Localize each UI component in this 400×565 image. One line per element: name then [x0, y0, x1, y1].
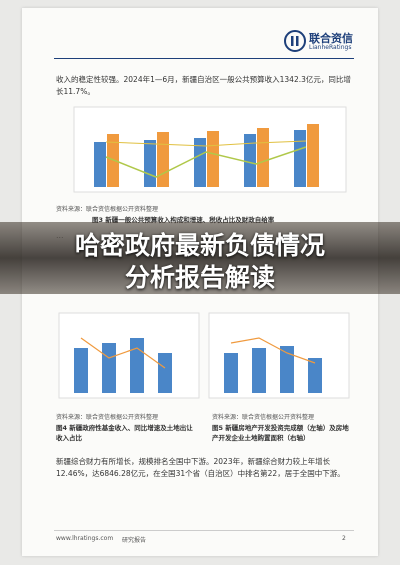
footer-url: www.lhratings.com	[56, 535, 114, 542]
figure-caption: 图5 新疆房地产开发投资完成额（左轴）及房地产开发企业土地购置面积（右轴）	[212, 424, 349, 442]
overlay-title: 哈密政府最新负债情况	[74, 231, 325, 260]
figure-source: 资料来源：联合资信根据公开资料整理	[56, 206, 159, 213]
paragraph: 收入的稳定性较强。2024年1—6月，新疆自治区一般公共预算收入1342.3亿元…	[56, 75, 351, 96]
footer-label: 研究报告	[122, 537, 147, 544]
figure-3-chart	[73, 106, 347, 193]
figure-caption: 图4 新疆政府性基金收入、同比增速及土地出让收入占比	[56, 424, 193, 442]
figure-source: 资料来源：联合资信根据公开资料整理	[212, 414, 315, 421]
paragraph: 新疆综合财力有所增长，规模排名全国中下游。2023年，新疆综合财力较上年增长12…	[56, 457, 345, 478]
logo-name: 联合资信	[309, 32, 353, 45]
header-rule	[54, 58, 354, 59]
figure-caption: 图3 新疆一般公共预算收入构成和增速、税收占比及财政自给率	[92, 216, 275, 224]
logo-en: LianheRatings	[309, 44, 352, 51]
logo-icon	[284, 30, 306, 52]
figure-source: 资料来源：联合资信根据公开资料整理	[56, 414, 159, 421]
title-overlay: 哈密政府最新负债情况 分析报告解读	[0, 222, 400, 294]
overlay-title: 分析报告解读	[124, 263, 275, 292]
page-number: 2	[342, 535, 346, 542]
footer-rule	[54, 530, 354, 531]
figure-4-5-charts	[58, 312, 350, 399]
